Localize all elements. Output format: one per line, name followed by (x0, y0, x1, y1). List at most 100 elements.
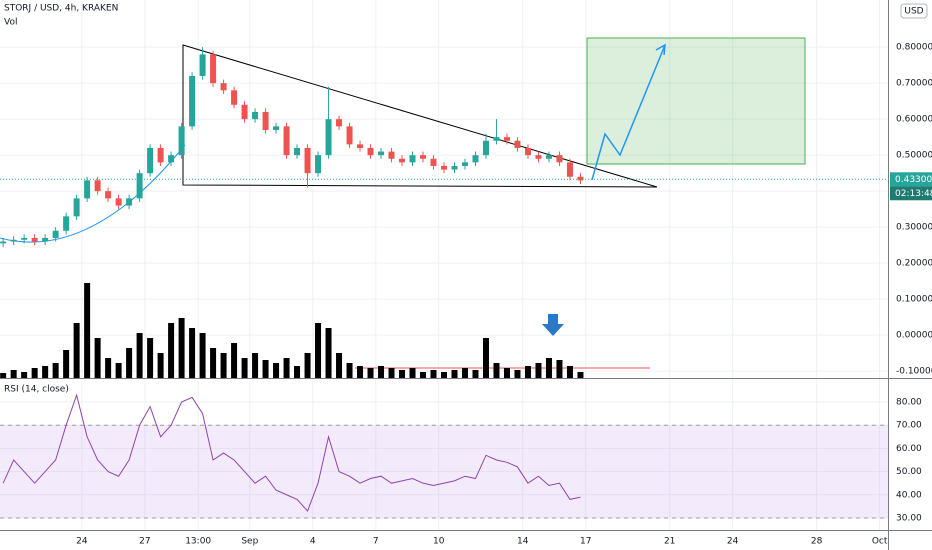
candle-body (73, 198, 80, 217)
currency-badge[interactable] (900, 3, 928, 19)
volume-bar (84, 283, 91, 378)
candle-body (514, 140, 521, 148)
volume-bar (451, 370, 458, 378)
arc (0, 144, 186, 243)
y-tick-label: 30.00 (896, 513, 922, 523)
y-tick-label: 0.20000 (896, 259, 932, 269)
y-tick-label: 50.00 (896, 467, 922, 477)
volume-bar (136, 333, 143, 378)
volume-bar (535, 363, 542, 378)
candle-body (52, 230, 59, 238)
candle-body (535, 155, 542, 159)
candle-body (42, 237, 49, 242)
candle-body (84, 180, 91, 199)
candle-body (472, 155, 479, 163)
y-tick-label: 0.30000 (896, 223, 932, 233)
candle-body (231, 90, 238, 105)
candle-body (388, 151, 395, 159)
candle-body (304, 147, 311, 174)
projection-arrow (591, 43, 666, 181)
volume-bar (367, 368, 374, 378)
volume-bar (566, 366, 573, 378)
volume-bar (556, 360, 563, 378)
last-price-badge (890, 172, 932, 187)
volume-bar (42, 366, 49, 378)
candle-body (420, 155, 427, 159)
volume-bar (304, 353, 311, 378)
volume-bar (493, 363, 500, 378)
x-tick-label: 28 (811, 537, 823, 547)
candle-body (178, 126, 185, 156)
candle-body (294, 147, 301, 156)
volume-bar (294, 366, 301, 378)
candle-body (409, 155, 416, 163)
volume-bar (31, 368, 38, 378)
candle-body (210, 54, 217, 84)
y-tick-label: 60.00 (896, 444, 922, 454)
candle-body (252, 111, 259, 120)
candle-body (283, 126, 290, 156)
volume-bar (283, 358, 290, 378)
volume-bar (545, 358, 552, 378)
candle-body (147, 147, 154, 174)
volume-bar (241, 358, 248, 378)
volume-title: Vol (4, 18, 17, 28)
y-tick-label: 0.60000 (896, 115, 932, 125)
candle-body (545, 155, 552, 159)
volume-bar (157, 353, 164, 378)
down-arrow (542, 314, 564, 336)
volume-bar (126, 348, 133, 378)
x-tick-label: 14 (517, 537, 529, 547)
candle-body (399, 158, 406, 163)
volume-bar (262, 360, 269, 378)
candle-body (136, 173, 143, 199)
candle-body (315, 155, 322, 174)
candle-body (199, 54, 206, 76)
candle-body (461, 162, 468, 166)
volume-bar (472, 370, 479, 378)
candle-body (378, 151, 385, 156)
y-tick-label: 70.00 (896, 421, 922, 431)
volume-bar (577, 372, 584, 378)
volume-bar (325, 328, 332, 378)
volume-bar (315, 323, 322, 378)
volume-bar (409, 368, 416, 378)
x-tick-label: Oct (872, 537, 888, 547)
volume-bar (0, 373, 7, 378)
volume-bar (199, 333, 206, 378)
volume-bar (189, 328, 196, 378)
y-tick-label: 0.50000 (896, 151, 932, 161)
symbol-title: STORJ / USD, 4h, KRAKEN (4, 4, 118, 14)
candle-body (336, 119, 343, 127)
x-tick-label: 7 (373, 537, 379, 547)
volume-bar (461, 368, 468, 378)
volume-bar (21, 372, 28, 378)
candle-body (262, 111, 269, 130)
volume-bar (273, 363, 280, 378)
candle-body (556, 155, 563, 163)
y-tick-label: 80.00 (896, 398, 922, 408)
last-price-label: 0.43300 (895, 175, 932, 185)
candle-body (105, 191, 112, 199)
volume-bar (52, 363, 59, 378)
volume-bar (105, 358, 112, 378)
candle-body (10, 239, 17, 242)
target-box (586, 37, 806, 165)
candle-body (168, 155, 175, 163)
volume-bar (178, 318, 185, 378)
volume-bar (10, 370, 17, 378)
volume-bar (147, 338, 154, 378)
y-tick-label: 0.00000 (896, 331, 932, 341)
countdown: 02:13:48 (895, 189, 932, 199)
candle-body (346, 126, 353, 145)
volume-bar (357, 366, 364, 378)
x-tick-label: 17 (580, 537, 591, 547)
volume-bar (94, 338, 101, 378)
candle-body (482, 140, 489, 156)
volume-bar (482, 338, 489, 378)
candle-body (503, 137, 510, 141)
volume-bar (210, 348, 217, 378)
